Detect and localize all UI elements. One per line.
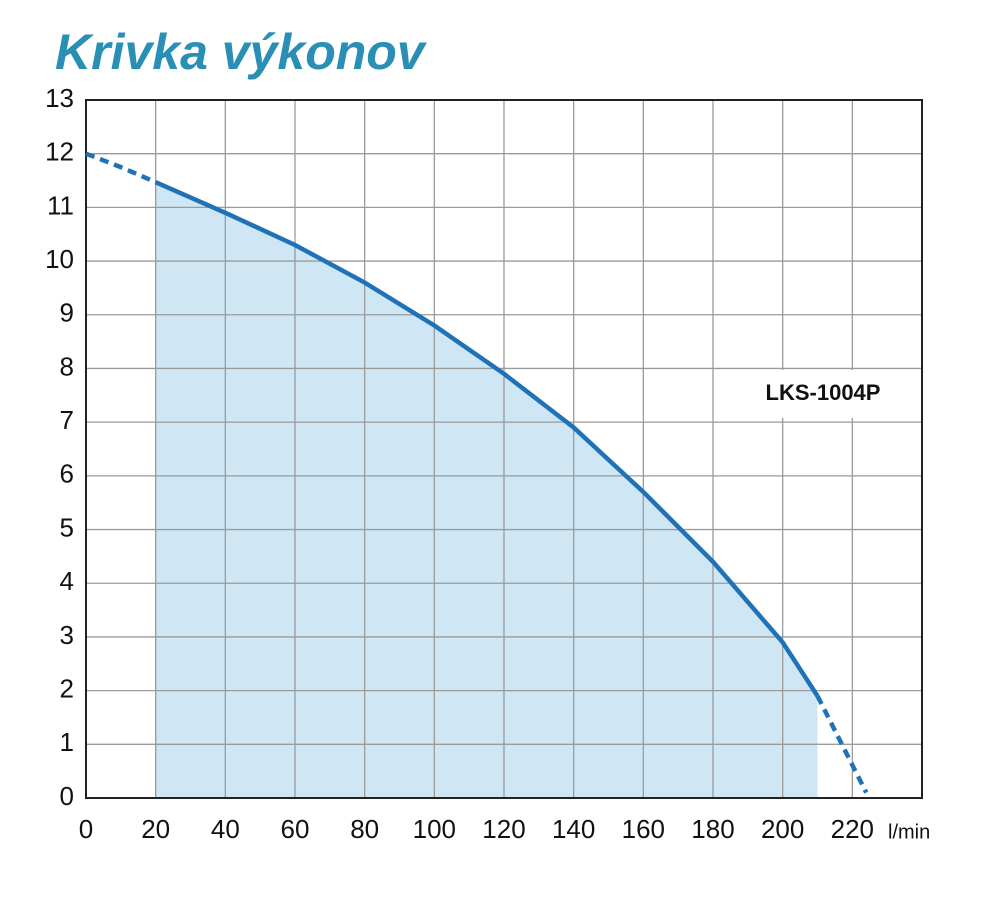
x-tick-label: 80 [350, 814, 379, 844]
x-tick-label: 100 [413, 814, 456, 844]
x-tick-label: 140 [552, 814, 595, 844]
x-tick-label: 0 [79, 814, 93, 844]
y-tick-label: 13 [45, 83, 74, 113]
x-tick-label: 60 [281, 814, 310, 844]
x-tick-label: 200 [761, 814, 804, 844]
y-tick-label: 7 [60, 405, 74, 435]
area [155, 182, 818, 798]
y-tick-label: 9 [60, 298, 74, 328]
y-tick-label: 0 [60, 781, 74, 811]
x-tick-label: 180 [691, 814, 734, 844]
x-tick-label: 40 [211, 814, 240, 844]
x-tick-label: 160 [622, 814, 665, 844]
y-tick-label: 1 [60, 727, 74, 757]
y-tick-label: 12 [45, 137, 74, 167]
y-tick-label: 4 [60, 566, 74, 596]
x-tick-label: 20 [141, 814, 170, 844]
x-tick-label: 220 [831, 814, 874, 844]
line [154, 180, 820, 698]
label-box [738, 370, 918, 418]
x-tick-label: 120 [482, 814, 525, 844]
line [85, 151, 157, 185]
y-tick-label: 3 [60, 620, 74, 650]
y-tick-label: 6 [60, 459, 74, 489]
y-tick-label: 10 [45, 244, 74, 274]
plot-border [85, 99, 923, 799]
x-unit-label: l/min [888, 821, 930, 843]
y-tick-label: 8 [60, 351, 74, 381]
series-label: LKS-1004P [766, 380, 881, 405]
line [815, 694, 869, 794]
chart-title: Krivka výkonov [55, 24, 428, 80]
y-tick-label: 5 [60, 512, 74, 542]
y-tick-label: 11 [47, 190, 74, 220]
y-tick-label: 2 [60, 673, 74, 703]
